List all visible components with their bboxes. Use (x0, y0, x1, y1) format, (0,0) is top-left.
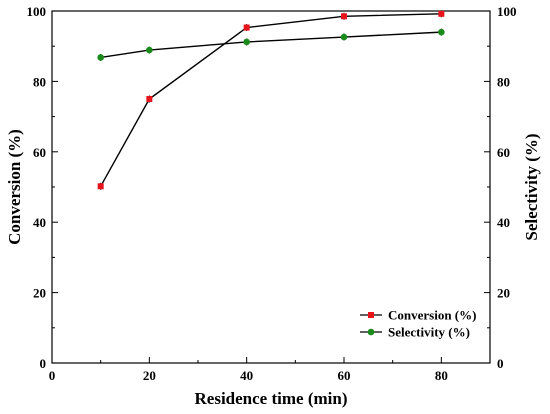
series-line (100, 31, 442, 59)
y-right-tick-label: 100 (497, 4, 517, 19)
data-point (340, 33, 348, 41)
x-axis-title: Residence time (min) (195, 389, 348, 408)
data-point (341, 13, 347, 20)
legend-item: Selectivity (%) (360, 325, 470, 340)
y-left-tick-label: 60 (33, 145, 46, 160)
data-point (243, 24, 250, 31)
right-axis-title: Selectivity (%) (522, 133, 541, 240)
legend-label: Conversion (%) (388, 308, 476, 323)
ticks (51, 10, 490, 364)
data-point (243, 38, 250, 46)
x-tick-label: 80 (435, 368, 448, 383)
legend-marker (368, 312, 374, 318)
data-point (97, 183, 104, 190)
legend-marker (367, 328, 375, 336)
data-point (146, 46, 153, 54)
data-point (438, 28, 445, 36)
x-tick-label: 60 (338, 368, 351, 383)
y-left-tick-label: 20 (33, 286, 46, 301)
legend-item: Conversion (%) (360, 308, 476, 323)
legend-label: Selectivity (%) (388, 325, 470, 340)
data-point (438, 10, 445, 17)
data-point (146, 96, 153, 102)
x-tick-label: 20 (143, 368, 156, 383)
series-layer (97, 10, 445, 190)
y-left-tick-label: 0 (40, 356, 47, 371)
series-2 (97, 28, 445, 61)
y-left-tick-label: 40 (33, 215, 46, 230)
series-1 (97, 10, 445, 190)
left-axis-title: Conversion (%) (5, 129, 24, 245)
y-right-tick-label: 60 (497, 145, 510, 160)
x-tick-label: 40 (240, 368, 253, 383)
y-right-tick-label: 80 (497, 74, 510, 89)
y-right-tick-label: 20 (497, 286, 510, 301)
x-tick-label: 0 (49, 368, 56, 383)
y-left-tick-label: 100 (27, 4, 47, 19)
y-right-tick-label: 0 (497, 356, 504, 371)
y-left-tick-label: 80 (33, 74, 46, 89)
data-point (97, 54, 104, 61)
y-right-tick-label: 40 (497, 215, 510, 230)
legend: Conversion (%) Selectivity (%) (360, 308, 476, 340)
